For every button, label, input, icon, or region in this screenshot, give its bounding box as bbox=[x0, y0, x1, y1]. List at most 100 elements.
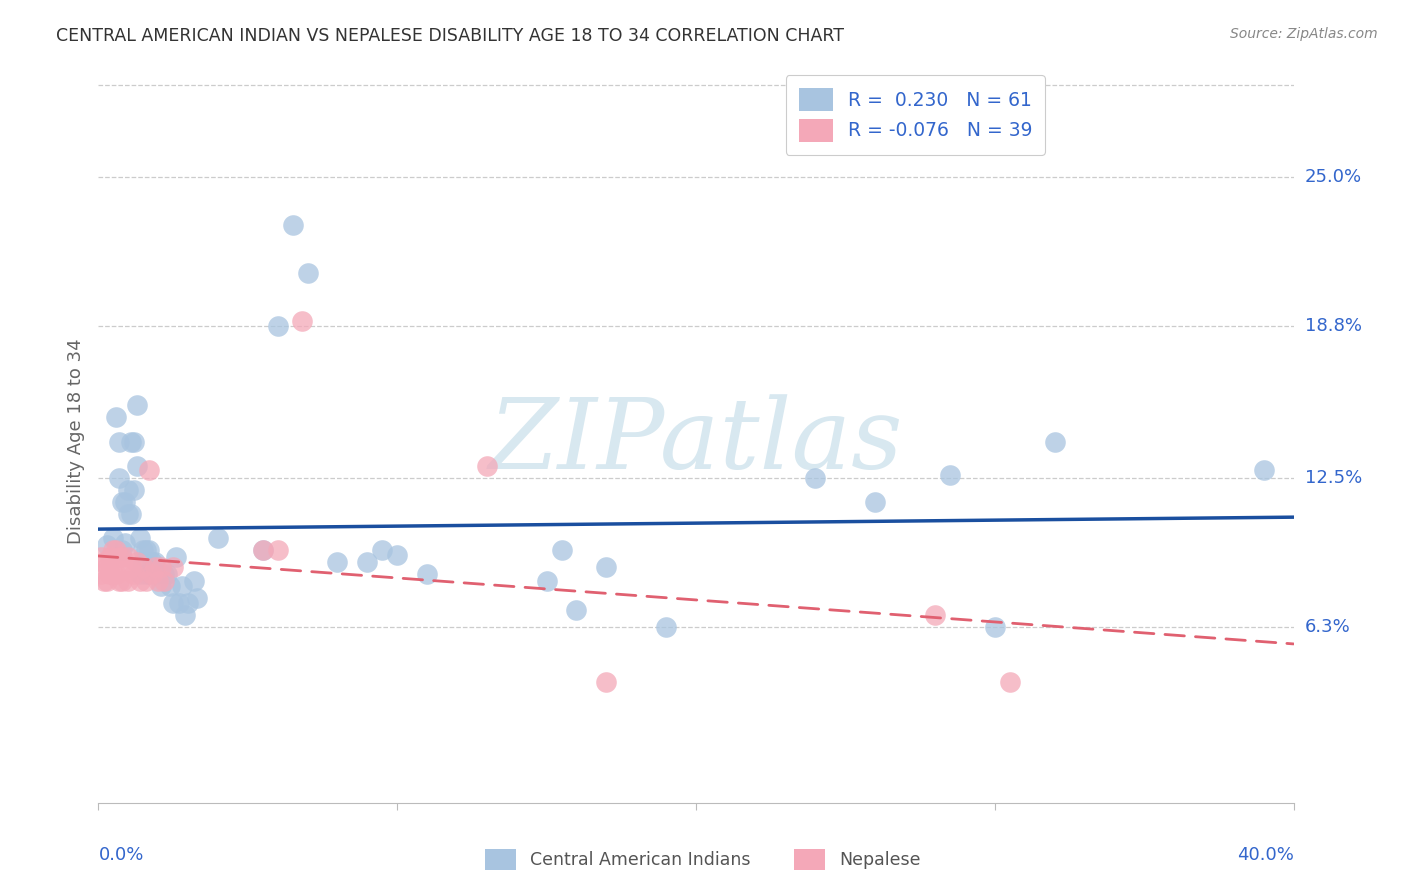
Point bbox=[153, 567, 176, 582]
Point bbox=[124, 434, 146, 449]
Point bbox=[207, 531, 229, 545]
Point bbox=[103, 542, 125, 557]
Point bbox=[108, 550, 131, 565]
Point bbox=[103, 567, 125, 582]
Point bbox=[93, 555, 115, 569]
Point bbox=[267, 542, 290, 557]
Point bbox=[111, 574, 134, 589]
Point bbox=[105, 410, 128, 425]
Point bbox=[117, 574, 139, 589]
Point bbox=[162, 559, 184, 574]
Point bbox=[132, 555, 155, 569]
Point bbox=[156, 567, 179, 582]
Point bbox=[108, 470, 131, 484]
Point bbox=[96, 574, 118, 589]
Point bbox=[150, 559, 173, 574]
Point bbox=[135, 567, 157, 582]
Point bbox=[252, 542, 274, 557]
Point bbox=[111, 494, 134, 508]
Point bbox=[105, 542, 128, 557]
Point bbox=[93, 574, 115, 589]
Point bbox=[124, 567, 146, 582]
Point bbox=[655, 620, 678, 634]
Point bbox=[132, 559, 155, 574]
Point bbox=[371, 542, 394, 557]
Point bbox=[550, 542, 572, 557]
Point bbox=[153, 574, 176, 589]
Point bbox=[326, 555, 349, 569]
Point bbox=[565, 603, 588, 617]
Point bbox=[96, 538, 118, 552]
Point bbox=[120, 559, 142, 574]
Y-axis label: Disability Age 18 to 34: Disability Age 18 to 34 bbox=[66, 339, 84, 544]
Point bbox=[939, 468, 962, 483]
Text: 0.0%: 0.0% bbox=[98, 847, 143, 864]
Point bbox=[141, 567, 163, 582]
Point bbox=[98, 567, 122, 582]
Point bbox=[129, 531, 152, 545]
Point bbox=[148, 567, 170, 582]
Point bbox=[117, 507, 139, 521]
Point bbox=[183, 574, 205, 589]
Point bbox=[103, 531, 125, 545]
Point bbox=[595, 559, 617, 574]
Point bbox=[105, 567, 128, 582]
Point bbox=[536, 574, 558, 589]
Point bbox=[111, 550, 134, 565]
Point bbox=[172, 579, 194, 593]
Point bbox=[143, 555, 166, 569]
Point bbox=[385, 548, 409, 562]
Point bbox=[127, 398, 149, 412]
Point bbox=[865, 494, 887, 508]
Point bbox=[267, 318, 290, 333]
Text: 18.8%: 18.8% bbox=[1305, 317, 1361, 334]
Point bbox=[108, 434, 131, 449]
Point bbox=[141, 555, 163, 569]
Point bbox=[595, 675, 617, 690]
Point bbox=[114, 559, 136, 574]
Point bbox=[150, 579, 173, 593]
Point bbox=[90, 550, 112, 565]
Text: CENTRAL AMERICAN INDIAN VS NEPALESE DISABILITY AGE 18 TO 34 CORRELATION CHART: CENTRAL AMERICAN INDIAN VS NEPALESE DISA… bbox=[56, 27, 844, 45]
Point bbox=[132, 542, 155, 557]
Point bbox=[924, 607, 946, 622]
Point bbox=[138, 542, 160, 557]
Text: 25.0%: 25.0% bbox=[1305, 168, 1362, 186]
Point bbox=[804, 470, 827, 484]
Point bbox=[148, 574, 170, 589]
Point bbox=[98, 550, 122, 565]
Text: ZIPatlas: ZIPatlas bbox=[489, 394, 903, 489]
Text: 6.3%: 6.3% bbox=[1305, 618, 1350, 636]
Point bbox=[475, 458, 498, 473]
Point bbox=[167, 596, 190, 610]
Point bbox=[281, 218, 304, 232]
Point bbox=[114, 494, 136, 508]
Point bbox=[111, 542, 134, 557]
Legend: Central American Indians, Nepalese: Central American Indians, Nepalese bbox=[477, 840, 929, 879]
Point bbox=[120, 507, 142, 521]
Point bbox=[162, 596, 184, 610]
Point bbox=[108, 574, 131, 589]
Point bbox=[177, 596, 200, 610]
Point bbox=[291, 314, 314, 328]
Point bbox=[165, 550, 187, 565]
Point bbox=[127, 555, 149, 569]
Point bbox=[174, 607, 197, 622]
Point bbox=[297, 266, 319, 280]
Point bbox=[127, 458, 149, 473]
Point bbox=[129, 567, 152, 582]
Point bbox=[998, 675, 1021, 690]
Point bbox=[356, 555, 378, 569]
Point bbox=[1043, 434, 1066, 449]
Point bbox=[143, 559, 166, 574]
Legend: R =  0.230   N = 61, R = -0.076   N = 39: R = 0.230 N = 61, R = -0.076 N = 39 bbox=[786, 75, 1045, 154]
Point bbox=[252, 542, 274, 557]
Point bbox=[114, 535, 136, 549]
Text: 12.5%: 12.5% bbox=[1305, 468, 1362, 487]
Text: 40.0%: 40.0% bbox=[1237, 847, 1294, 864]
Point bbox=[138, 463, 160, 477]
Point bbox=[984, 620, 1007, 634]
Point bbox=[159, 579, 181, 593]
Point bbox=[117, 483, 139, 497]
Point bbox=[129, 574, 152, 589]
